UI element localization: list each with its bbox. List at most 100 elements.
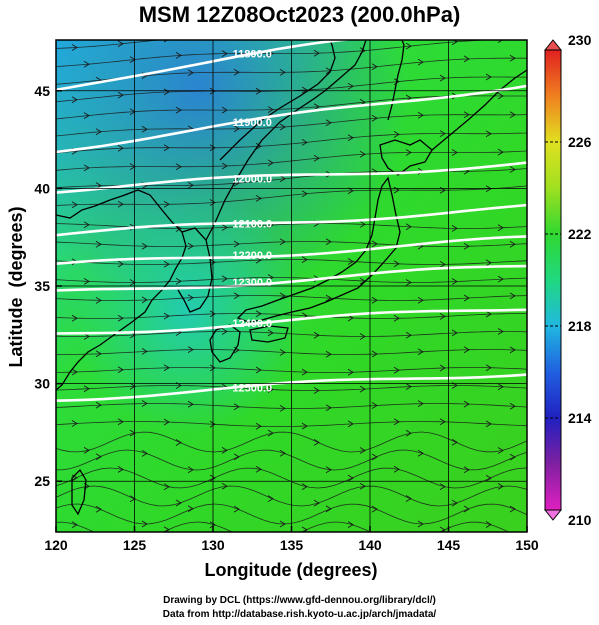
wind-arrow (187, 181, 194, 189)
wind-arrow (221, 162, 228, 170)
wind-arrow (371, 402, 378, 409)
contour-labels: 11800.0 11900.0 12000.0 12100.0 12200.0 12300… (232, 49, 272, 395)
wind-arrow (302, 32, 307, 38)
wind-arrow (187, 69, 194, 77)
wind-arrow (359, 447, 366, 454)
wind-arrow (463, 466, 470, 474)
wind-arrow (359, 221, 366, 228)
wind-arrow (359, 385, 366, 393)
wind-arrow (255, 142, 262, 150)
wind-arrow (347, 521, 354, 528)
wind-arrow (451, 225, 458, 232)
wind-arrow (393, 260, 400, 268)
wind-arrow (325, 404, 332, 412)
wind-arrow (175, 163, 182, 171)
credit-data-source: Data from http://database.rish.kyoto-u.a… (162, 609, 437, 620)
wind-arrow (347, 258, 354, 265)
colorbar-ramp (544, 49, 562, 511)
wind-arrow (497, 328, 504, 335)
colorbar-tick-label: 214 (568, 410, 592, 426)
wind-arrow (209, 199, 216, 206)
wind-arrow (301, 139, 308, 146)
wind-arrow (163, 260, 170, 268)
wind-arrow (359, 150, 366, 158)
wind-arrow (221, 275, 228, 283)
wind-arrow (141, 125, 148, 133)
wind-arrow (405, 495, 412, 502)
wind-arrow (371, 350, 378, 358)
wind-arrow (485, 474, 492, 482)
wind-arrow (83, 278, 90, 285)
wind-arrow (485, 521, 492, 528)
wind-arrow (313, 331, 320, 339)
wind-arrow (509, 240, 516, 248)
wind-arrow (187, 505, 194, 513)
wind-arrow (71, 44, 78, 51)
wind-arrow (175, 277, 182, 285)
coastline-asia (56, 189, 187, 391)
wind-arrow (210, 33, 215, 39)
wind-arrow (439, 74, 446, 82)
wind-arrow (485, 259, 492, 267)
wind-arrow (175, 106, 182, 114)
wind-arrow (393, 418, 400, 426)
wind-arrow (221, 224, 228, 231)
wind-arrow (371, 505, 378, 513)
coastline-manchuria (219, 40, 336, 161)
wind-arrow (255, 422, 262, 430)
wind-arrow (71, 420, 78, 427)
coastline-honshu (236, 176, 401, 323)
colorbar-tick-label: 222 (568, 226, 592, 242)
wind-arrow (117, 200, 124, 208)
wind-arrow (279, 405, 286, 412)
coastline-kyushu (209, 324, 241, 363)
wind-arrow (255, 195, 262, 202)
wind-arrow (117, 260, 124, 268)
wind-arrow (439, 364, 446, 372)
streamline (56, 40, 503, 67)
wind-arrow (313, 154, 320, 162)
wind-arrow (141, 400, 148, 407)
wind-arrow (301, 86, 308, 94)
wind-arrow (279, 175, 286, 183)
colorbar-tick-label: 218 (568, 318, 592, 334)
streamline (56, 259, 527, 265)
wind-arrow (117, 40, 124, 48)
wind-arrow (439, 313, 446, 320)
wind-arrow (313, 499, 320, 507)
wind-arrow (187, 294, 194, 302)
wind-arrow (83, 221, 90, 229)
y-tick-label: 30 (34, 376, 50, 392)
wind-arrow (187, 242, 194, 250)
colorbar-tick-label: 210 (568, 512, 592, 528)
wind-arrow (394, 27, 399, 33)
wind-arrow (175, 439, 182, 446)
wind-arrow (417, 58, 424, 66)
wind-arrow (485, 364, 492, 372)
gridlines (56, 40, 527, 532)
streamline (56, 150, 527, 171)
wind-arrow (187, 346, 194, 353)
wind-arrow (463, 294, 470, 302)
wind-arrow (187, 400, 194, 408)
wind-arrow (485, 310, 492, 318)
wind-arrow (325, 466, 332, 474)
coastline-hokkaido (379, 139, 433, 176)
wind-arrow (209, 420, 216, 428)
wind-arrow (95, 401, 102, 409)
wind-arrow (325, 238, 332, 246)
wind-arrow (393, 131, 400, 138)
wind-arrow (371, 63, 378, 71)
wind-arrow (393, 314, 400, 322)
wind-arrow (509, 111, 516, 119)
streamline (56, 431, 527, 453)
streamline (56, 331, 527, 337)
wind-arrow (279, 292, 286, 300)
wind-arrow (405, 331, 412, 339)
wind-arrow (267, 386, 274, 393)
wind-arrow (451, 278, 458, 285)
wind-arrow (279, 69, 286, 76)
wind-arrow (371, 453, 378, 461)
wind-arrow (325, 294, 332, 302)
x-tick-label: 130 (201, 537, 225, 553)
